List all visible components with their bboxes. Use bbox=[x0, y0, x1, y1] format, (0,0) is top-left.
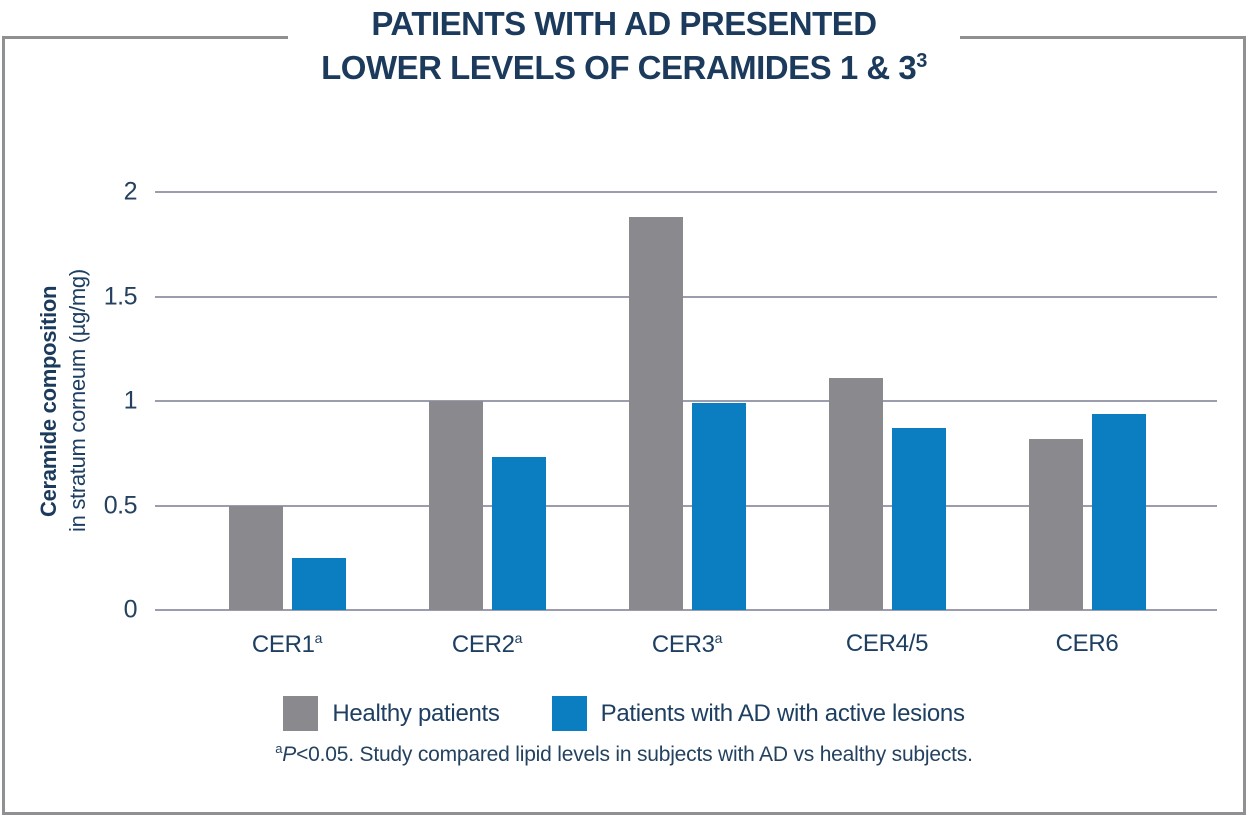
legend-swatch-ad bbox=[551, 696, 587, 731]
bar-healthy-cer3 bbox=[628, 217, 683, 610]
bar-healthy-cer45 bbox=[828, 378, 883, 610]
y-tick-label-2: 2 bbox=[123, 177, 138, 206]
y-tick-label-1.5: 1.5 bbox=[103, 282, 138, 310]
legend-item-healthy: Healthy patients bbox=[283, 696, 500, 731]
x-axis-label-cer2: CER2a bbox=[451, 630, 523, 658]
gridline-y-2 bbox=[155, 191, 1217, 193]
x-axis-label-cer45: CER4/5 bbox=[845, 630, 929, 657]
bar-ad-cer45 bbox=[891, 428, 946, 610]
chart-title-line1: PATIENTS WITH AD PRESENTED bbox=[371, 5, 877, 42]
footnote-text: <0.05. Study compared lipid levels in su… bbox=[296, 743, 973, 766]
gridline-y-1.5 bbox=[155, 295, 1217, 298]
bar-ad-cer6 bbox=[1091, 413, 1146, 610]
legend-label-ad: Patients with AD with active lesions bbox=[600, 699, 965, 727]
x-axis-label-marker: a bbox=[514, 630, 523, 646]
y-tick-label-0.5: 0.5 bbox=[103, 491, 138, 519]
footnote-p-italic: P bbox=[282, 743, 297, 766]
x-axis-label-marker: a bbox=[314, 630, 323, 646]
gridline-y-0.5 bbox=[155, 504, 1217, 507]
y-tick-label-1: 1 bbox=[123, 386, 138, 415]
legend-label-healthy: Healthy patients bbox=[332, 699, 500, 727]
legend: Healthy patients Patients with AD with a… bbox=[0, 696, 1248, 731]
x-axis-label-cer3: CER3a bbox=[651, 630, 723, 658]
chart-title-line2: LOWER LEVELS OF CERAMIDES 1 & 33 bbox=[321, 49, 927, 86]
bar-healthy-cer2 bbox=[428, 401, 483, 610]
chart-title: PATIENTS WITH AD PRESENTED LOWER LEVELS … bbox=[288, 0, 960, 96]
bar-healthy-cer1 bbox=[228, 505, 283, 610]
y-tick-label-0: 0 bbox=[123, 595, 138, 624]
bar-ad-cer3 bbox=[691, 403, 746, 610]
bar-healthy-cer6 bbox=[1028, 438, 1083, 610]
gridline-y-1 bbox=[155, 400, 1217, 402]
plot-area: 0 0.5 1 1.5 2 CER1a CER2a CER3a CER4/5 CER6 bbox=[104, 178, 1217, 658]
footnote: aP<0.05. Study compared lipid levels in … bbox=[0, 741, 1248, 767]
x-axis-label-cer6: CER6 bbox=[1055, 630, 1119, 657]
x-axis-label-marker: a bbox=[714, 630, 723, 646]
bar-ad-cer1 bbox=[291, 557, 346, 610]
gridline-y-0 bbox=[155, 609, 1217, 611]
y-axis-title-bold: Ceramide composition bbox=[36, 285, 61, 517]
title-reference-superscript: 3 bbox=[916, 50, 927, 72]
bar-ad-cer2 bbox=[491, 457, 546, 610]
legend-item-ad: Patients with AD with active lesions bbox=[551, 696, 965, 731]
x-axis-label-cer1: CER1a bbox=[251, 630, 323, 658]
legend-swatch-healthy bbox=[283, 696, 319, 731]
footnote-marker: a bbox=[275, 741, 283, 756]
